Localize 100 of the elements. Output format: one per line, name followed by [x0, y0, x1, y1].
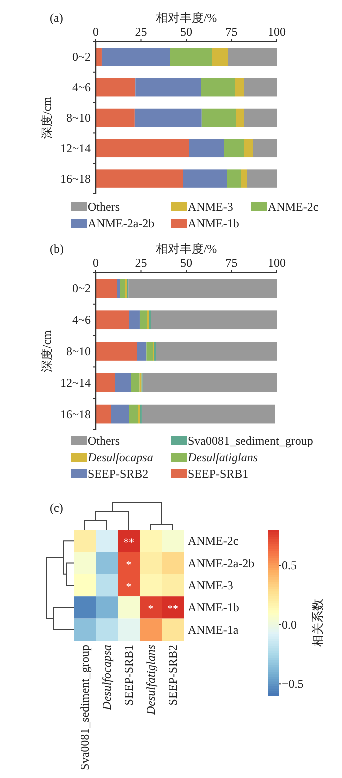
y-tick-label: 16~18 — [60, 172, 91, 186]
y-tick-label: ANME-1a — [188, 622, 240, 637]
legend-label: Desulfatiglans — [187, 450, 258, 464]
bar — [96, 48, 102, 66]
bar — [134, 108, 202, 128]
y-tick-label: 8~10 — [66, 344, 91, 358]
legend-label: SEEP-SRB2 — [88, 467, 149, 481]
x-tick-label: 50 — [180, 25, 192, 39]
bar — [244, 78, 277, 97]
bar — [235, 78, 244, 97]
legend-label: ANME-2c — [268, 200, 319, 214]
y-tick-label: 4~6 — [72, 313, 91, 328]
legend-label: Desulfocapsa — [87, 450, 154, 464]
bar — [117, 279, 120, 298]
x-tick-label: Desulfocapsa — [100, 645, 114, 712]
bar — [96, 170, 184, 188]
color-bar-label: 0.0 — [282, 618, 297, 632]
x-tick-label: 75 — [226, 256, 238, 270]
x-tick-label: 100 — [268, 25, 286, 39]
x-tick-label: 0 — [93, 25, 99, 39]
data-label: ** — [124, 537, 134, 550]
bar — [96, 108, 135, 128]
legend-label: Others — [88, 434, 120, 448]
x-tick-label: Desulfatiglans — [144, 644, 158, 716]
bar — [96, 279, 118, 298]
bar — [128, 279, 277, 298]
data-label: ** — [168, 604, 178, 616]
x-tick-label: SEEP-SRB1 — [122, 645, 136, 706]
bar — [253, 139, 277, 158]
y-tick-label: 12~14 — [60, 141, 91, 156]
x-tick-label: 75 — [226, 25, 238, 39]
legend-label: ANME-2a-2b — [88, 216, 155, 230]
y-tick-label: ANME-2c — [188, 534, 239, 548]
bar — [129, 404, 138, 424]
bar — [189, 139, 224, 158]
chart-title: (b) — [50, 242, 64, 256]
x-tick-label: 0 — [93, 256, 99, 270]
bar — [102, 48, 170, 66]
x-tick-label: SEEP-SRB2 — [166, 645, 180, 706]
x-tick-label: 50 — [180, 256, 192, 270]
bar — [140, 310, 148, 330]
bar — [115, 373, 132, 392]
bar — [227, 170, 242, 188]
x-axis-title: 相对丰度/% — [156, 11, 218, 25]
x-tick-label: 100 — [268, 256, 286, 270]
bar — [244, 139, 254, 158]
bar — [129, 310, 140, 330]
color-bar-label: 0.5 — [282, 558, 297, 573]
bar — [183, 170, 228, 188]
bar — [212, 48, 228, 66]
bar — [244, 108, 277, 128]
legend-label: SEEP-SRB1 — [188, 467, 249, 481]
bar — [236, 108, 244, 128]
bar — [137, 342, 147, 361]
bar — [156, 342, 277, 361]
bar — [146, 342, 154, 361]
x-axis-title: 相对丰度/% — [156, 242, 218, 256]
bar — [96, 139, 190, 158]
color-bar-title: 相关系数 — [311, 599, 325, 647]
data-label: * — [126, 559, 132, 572]
bar — [96, 404, 112, 424]
y-tick-label: 12~14 — [60, 376, 91, 390]
x-tick-label: 25 — [135, 256, 148, 270]
bar — [96, 78, 136, 97]
bar — [247, 170, 277, 188]
bar — [202, 108, 236, 128]
bar — [120, 279, 126, 298]
bar — [142, 373, 277, 392]
x-tick-label: 25 — [135, 25, 148, 39]
bar — [131, 373, 140, 392]
bar — [201, 78, 236, 97]
bar — [96, 310, 130, 330]
bar — [241, 170, 248, 188]
chart-title: (c) — [50, 501, 64, 515]
data-label: * — [126, 582, 132, 594]
y-tick-label: ANME-2a-2b — [188, 556, 255, 570]
y-tick-label: 0~2 — [72, 282, 91, 296]
bar — [151, 310, 277, 330]
y-tick-label: 4~6 — [72, 80, 91, 95]
bar — [224, 139, 244, 158]
bar — [96, 373, 116, 392]
bar — [228, 48, 277, 66]
legend-label: Sva0081_sediment_group — [188, 434, 314, 448]
bar — [170, 48, 212, 66]
y-tick-label: ANME-3 — [188, 578, 234, 592]
y-axis-title: 深度/cm — [40, 330, 54, 372]
y-tick-label: ANME-1b — [188, 600, 240, 615]
bar — [136, 78, 202, 97]
color-bar-label: −0.5 — [282, 677, 304, 692]
legend-label: Others — [88, 200, 120, 214]
x-tick-label: Sva0081_sediment_group — [78, 645, 92, 770]
y-tick-label: 0~2 — [72, 50, 91, 64]
y-tick-label: 8~10 — [66, 111, 91, 125]
bar — [142, 404, 276, 424]
bar — [111, 404, 130, 424]
data-label: * — [148, 604, 154, 616]
y-axis-title: 深度/cm — [40, 96, 54, 139]
bar — [96, 342, 138, 361]
y-tick-label: 16~18 — [60, 407, 91, 422]
chart-title: (a) — [50, 11, 64, 25]
